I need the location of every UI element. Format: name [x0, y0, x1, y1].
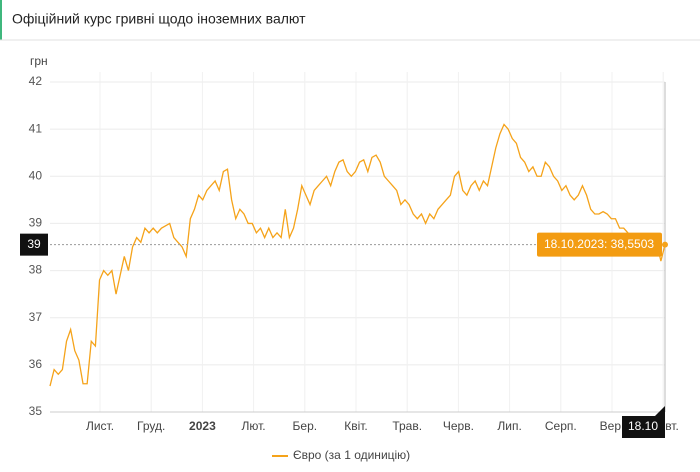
x-tick-label: Лип. — [497, 419, 521, 433]
x-tick-label: Бер. — [293, 419, 318, 433]
x-tick-label: Квіт. — [344, 419, 368, 433]
y-tick-label: 35 — [29, 404, 43, 418]
x-tick-label: Трав. — [392, 419, 422, 433]
x-tick-label: Вер. — [600, 419, 625, 433]
y-tick-label: 37 — [29, 310, 43, 324]
y-tick-label: 38 — [29, 263, 43, 277]
y-tick-label: 40 — [29, 168, 43, 182]
legend-label: Євро (за 1 одиницію) — [293, 448, 410, 462]
x-tick-label: Серп. — [545, 419, 577, 433]
header-accent — [0, 0, 2, 40]
page-title: Офіційний курс гривні щодо іноземних вал… — [12, 11, 306, 27]
y-tick-label: 42 — [29, 74, 43, 88]
y-tick-label: 36 — [29, 357, 43, 371]
date-pointer — [655, 406, 665, 416]
line-series — [49, 123, 666, 387]
end-marker — [662, 241, 668, 248]
header — [0, 0, 700, 40]
crosshair-label: 39 — [27, 237, 41, 251]
x-tick-label: Груд. — [137, 419, 165, 433]
x-tick-label: Черв. — [443, 419, 474, 433]
x-tick-label: 2023 — [189, 419, 216, 433]
y-tick-label: 39 — [29, 216, 43, 230]
crosshair-label-box — [20, 233, 48, 256]
x-tick-label: Лют. — [242, 419, 266, 433]
date-label: 18.10 — [628, 419, 658, 433]
y-axis-label: грн — [30, 54, 48, 68]
date-label-box — [622, 416, 665, 438]
x-tick-label: Лист. — [86, 419, 114, 433]
y-tick-label: 41 — [29, 121, 43, 135]
tooltip: 18.10.2023: 38,5503 — [544, 237, 654, 251]
tooltip-box — [537, 232, 662, 257]
